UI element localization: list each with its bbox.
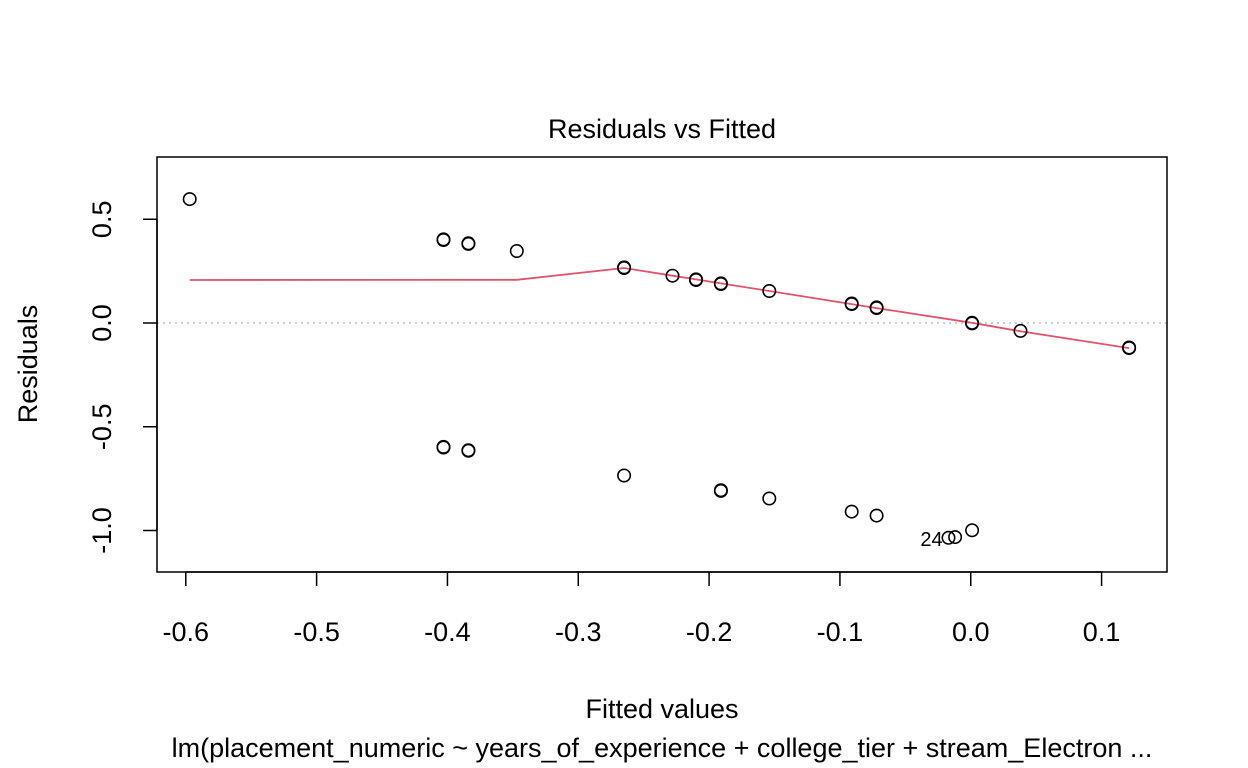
model-formula-subtitle: lm(placement_numeric ~ years_of_experien… [172,733,1153,763]
data-point [617,260,632,275]
data-point [844,504,859,519]
plot-frame [156,156,1168,573]
x-tick-label: 0.1 [1083,617,1121,647]
data-point [762,491,777,506]
x-axis: -0.6 -0.5 -0.4 -0.3 -0.2 -0.1 0.0 0.1 [163,571,1121,647]
data-point [965,316,980,331]
data-point [869,300,884,315]
y-axis: -1.0 -0.5 0.0 0.5 [87,201,158,554]
data-point [688,272,703,287]
data-point [965,523,980,538]
data-point [713,276,728,291]
point-labels-layer: 24 [920,529,942,551]
data-point [436,233,451,248]
data-point [461,443,476,458]
data-point [713,483,728,498]
data-point [762,283,777,298]
data-point [665,268,680,283]
data-point [1013,323,1028,338]
data-point [869,508,884,523]
data-point [617,468,632,483]
smooth-line-layer [189,267,1130,349]
x-tick-label: -0.4 [424,617,471,647]
x-tick-label: 0.0 [952,617,990,647]
y-axis-label: Residuals [13,305,43,424]
smoothed-trend-line [189,267,1130,349]
y-tick-label: -1.0 [87,507,117,554]
data-point [182,192,197,207]
y-tick-label: 0.5 [87,201,117,239]
x-tick-label: -0.2 [686,617,733,647]
x-tick-label: -0.3 [555,617,602,647]
x-axis-label: Fitted values [585,694,738,724]
data-point [509,244,524,259]
y-tick-label: -0.5 [87,404,117,451]
data-point [461,236,476,251]
x-tick-label: -0.5 [293,617,340,647]
x-tick-label: -0.1 [817,617,864,647]
data-point [844,296,859,311]
chart-title: Residuals vs Fitted [548,114,776,144]
data-point [941,530,956,545]
data-point [1122,340,1137,355]
points-layer [182,192,1137,545]
x-tick-label: -0.6 [163,617,210,647]
data-point [948,530,963,545]
data-point [436,440,451,455]
point-label: 24 [920,529,942,551]
y-tick-label: 0.0 [87,304,117,342]
